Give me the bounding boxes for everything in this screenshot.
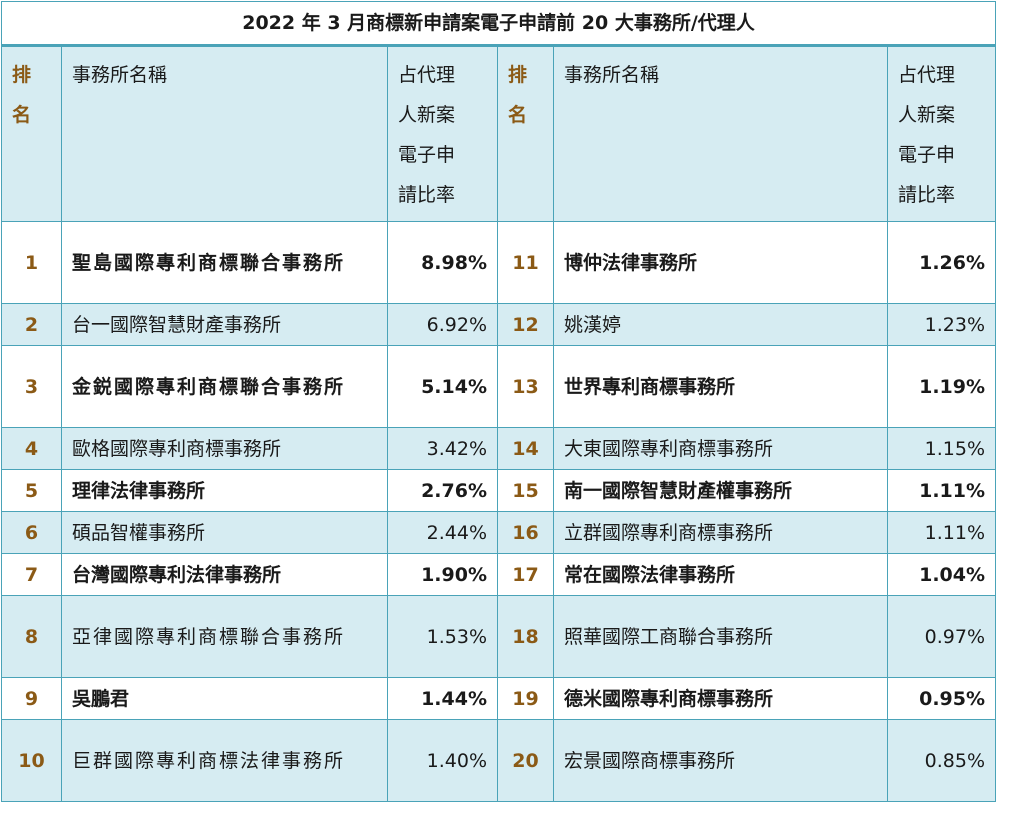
header-ratio-right-line4: 請比率	[898, 184, 956, 206]
firm-name-cell: 博仲法律事務所	[553, 221, 888, 304]
firm-name-cell: 台一國際智慧財產事務所	[61, 303, 388, 346]
firm-name-cell: 聖島國際專利商標聯合事務所	[61, 221, 388, 304]
header-ratio-right-line3: 電子申	[898, 144, 956, 166]
rank-cell: 12	[497, 303, 554, 346]
ratio-cell: 1.04%	[886, 553, 997, 596]
firm-name-cell: 宏景國際商標事務所	[553, 719, 888, 802]
firm-name-cell: 理律法律事務所	[61, 469, 388, 512]
rank-cell: 6	[1, 511, 62, 554]
rank-cell: 8	[1, 595, 62, 678]
ratio-cell: 1.40%	[387, 719, 498, 802]
rank-cell: 11	[497, 221, 554, 304]
header-rank: 排名	[1, 45, 62, 222]
rank-cell: 10	[1, 719, 62, 802]
firm-name-cell: 南一國際智慧財產權事務所	[553, 469, 888, 512]
firm-name-cell: 大東國際專利商標事務所	[553, 427, 888, 470]
header-name-right: 事務所名稱	[553, 45, 888, 222]
ratio-cell: 1.11%	[886, 469, 997, 512]
header-rank-right-line2: 名	[508, 104, 528, 126]
ratio-cell: 0.97%	[886, 595, 997, 678]
rank-cell: 13	[497, 345, 554, 428]
ratio-cell: 1.23%	[886, 303, 997, 346]
rank-cell: 9	[1, 677, 62, 720]
ratio-cell: 3.42%	[387, 427, 498, 470]
ratio-cell: 1.53%	[387, 595, 498, 678]
table-row: 7 台灣國際專利法律事務所 1.90% 17 常在國際法律事務所 1.04%	[1, 553, 997, 596]
firm-name-cell: 碩品智權事務所	[61, 511, 388, 554]
ratio-cell: 5.14%	[387, 345, 498, 428]
table-title: 2022 年 3 月商標新申請案電子申請前 20 大事務所/代理人	[0, 1, 997, 47]
rank-cell: 1	[1, 221, 62, 304]
header-ratio-right-line2: 人新案	[898, 104, 956, 126]
firm-name-cell: 台灣國際專利法律事務所	[61, 553, 388, 596]
rank-cell: 16	[497, 511, 554, 554]
table-row: 10 巨群國際專利商標法律事務所 1.40% 20 宏景國際商標事務所 0.85…	[1, 719, 997, 802]
table-row: 5 理律法律事務所 2.76% 15 南一國際智慧財產權事務所 1.11%	[1, 469, 997, 512]
header-ratio-line3: 電子申	[398, 144, 456, 166]
firm-name-cell: 世界專利商標事務所	[553, 345, 888, 428]
ratio-cell: 1.90%	[387, 553, 498, 596]
firm-name-cell: 德米國際專利商標事務所	[553, 677, 888, 720]
header-ratio: 占代理人新案電子申請比率	[387, 45, 498, 222]
ratio-cell: 1.19%	[886, 345, 997, 428]
table-row: 8 亞律國際專利商標聯合事務所 1.53% 18 照華國際工商聯合事務所 0.9…	[1, 595, 997, 678]
firm-name-cell: 歐格國際專利商標事務所	[61, 427, 388, 470]
table-row: 3 金鋭國際專利商標聯合事務所 5.14% 13 世界專利商標事務所 1.19%	[1, 345, 997, 428]
rank-cell: 5	[1, 469, 62, 512]
header-rank-line1: 排	[12, 64, 32, 86]
ranking-table-container: 2022 年 3 月商標新申請案電子申請前 20 大事務所/代理人 排名 事務所…	[0, 1, 997, 802]
ratio-cell: 1.11%	[886, 511, 997, 554]
firm-name-cell: 吳鵬君	[61, 677, 388, 720]
firm-name-cell: 亞律國際專利商標聯合事務所	[61, 595, 388, 678]
firm-name-cell: 立群國際專利商標事務所	[553, 511, 888, 554]
header-row: 排名 事務所名稱 占代理 人新案 電子申 請比率 排名 事務所名稱 占代理 人新案 電子申…	[1, 45, 997, 222]
rank-cell: 15	[497, 469, 554, 512]
ratio-cell: 0.85%	[886, 719, 997, 802]
rank-cell: 17	[497, 553, 554, 596]
rank-cell: 18	[497, 595, 554, 678]
rank-cell: 20	[497, 719, 554, 802]
rank-cell: 2	[1, 303, 62, 346]
header-rank-right-line1: 排	[508, 64, 528, 86]
rank-cell: 14	[497, 427, 554, 470]
table-row: 6 碩品智權事務所 2.44% 16 立群國際專利商標事務所 1.11%	[1, 511, 997, 554]
ratio-cell: 2.44%	[387, 511, 498, 554]
header-ratio-right-line1: 占代理	[898, 64, 956, 86]
table-row: 2 台一國際智慧財產事務所 6.92% 12 姚漢婷 1.23%	[1, 303, 997, 346]
ratio-cell: 1.26%	[886, 221, 997, 304]
rank-cell: 4	[1, 427, 62, 470]
firm-name-cell: 姚漢婷	[553, 303, 888, 346]
firm-name-cell: 常在國際法律事務所	[553, 553, 888, 596]
ratio-cell: 1.15%	[886, 427, 997, 470]
table-row: 1 聖島國際專利商標聯合事務所 8.98% 11 博仲法律事務所 1.26%	[1, 221, 997, 304]
table-row: 9 吳鵬君 1.44% 19 德米國際專利商標事務所 0.95%	[1, 677, 997, 720]
rank-cell: 19	[497, 677, 554, 720]
table-row: 4 歐格國際專利商標事務所 3.42% 14 大東國際專利商標事務所 1.15%	[1, 427, 997, 470]
firm-name-cell: 金鋭國際專利商標聯合事務所	[61, 345, 388, 428]
ratio-cell: 6.92%	[387, 303, 498, 346]
ratio-cell: 0.95%	[886, 677, 997, 720]
firm-name-cell: 照華國際工商聯合事務所	[553, 595, 888, 678]
header-ratio-line1: 占代理	[398, 64, 456, 86]
rank-cell: 7	[1, 553, 62, 596]
ratio-cell: 2.76%	[387, 469, 498, 512]
header-ratio-line4: 請比率	[398, 184, 456, 206]
header-ratio-line2: 人新案	[398, 104, 456, 126]
ratio-cell: 1.44%	[387, 677, 498, 720]
ranking-table: 2022 年 3 月商標新申請案電子申請前 20 大事務所/代理人 排名 事務所…	[0, 1, 997, 802]
rank-cell: 3	[1, 345, 62, 428]
header-name: 事務所名稱	[61, 45, 388, 222]
ratio-cell: 8.98%	[387, 221, 498, 304]
header-rank-right: 排名	[497, 45, 554, 222]
header-rank-line2: 名	[12, 104, 32, 126]
firm-name-cell: 巨群國際專利商標法律事務所	[61, 719, 388, 802]
header-ratio-right: 占代理人新案電子申請比率	[886, 45, 997, 222]
